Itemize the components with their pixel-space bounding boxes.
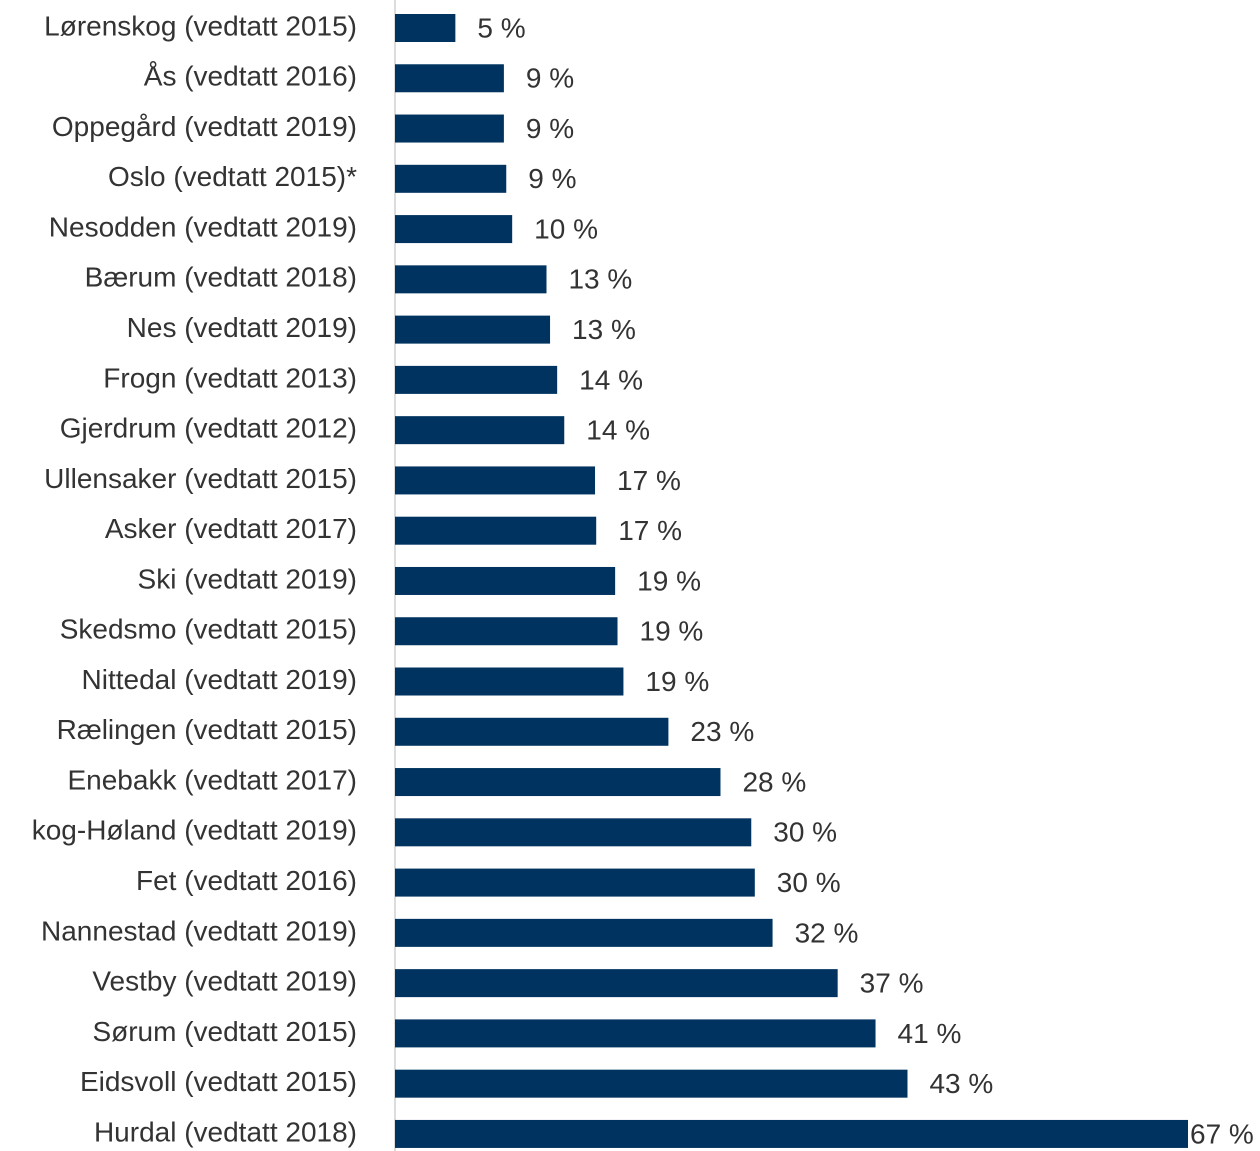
data-label: 13 %: [568, 264, 632, 295]
data-label: 43 %: [929, 1068, 993, 1099]
bar: [395, 516, 597, 545]
bar: [395, 1019, 876, 1048]
bar: [395, 164, 507, 193]
bar: [395, 1119, 1188, 1148]
bar: [395, 265, 547, 294]
bar: [395, 1069, 908, 1098]
bar: [395, 667, 624, 696]
data-label: 13 %: [572, 314, 636, 345]
data-label: 14 %: [579, 364, 643, 395]
bar: [395, 215, 513, 244]
data-label: 17 %: [617, 465, 681, 496]
bar: [395, 315, 551, 344]
y-tick-label: Asker (vedtatt 2017): [105, 513, 357, 544]
y-tick-label: Enebakk (vedtatt 2017): [67, 764, 357, 795]
y-tick-label: Bærum (vedtatt 2018): [85, 262, 357, 293]
bar: [395, 365, 558, 394]
y-tick-label: Frogn (vedtatt 2013): [103, 362, 357, 393]
bar: [395, 64, 504, 93]
y-tick-label: Sørum (vedtatt 2015): [92, 1016, 357, 1047]
bar: [395, 918, 773, 947]
y-tick-label: Ski (vedtatt 2019): [138, 563, 357, 594]
bar: [395, 566, 616, 595]
data-label: 19 %: [645, 666, 709, 697]
y-tick-label: kog-Høland (vedtatt 2019): [32, 815, 357, 846]
y-tick-label: Rælingen (vedtatt 2015): [57, 714, 357, 745]
y-tick-label: Eidsvoll (vedtatt 2015): [80, 1066, 357, 1097]
data-label: 19 %: [640, 616, 704, 647]
data-label: 17 %: [618, 515, 682, 546]
data-label: 37 %: [860, 968, 924, 999]
bar: [395, 416, 565, 445]
y-tick-label: Nannestad (vedtatt 2019): [41, 915, 357, 946]
data-label: 9 %: [526, 113, 574, 144]
y-tick-label: Gjerdrum (vedtatt 2012): [60, 413, 357, 444]
data-label: 5 %: [477, 12, 525, 43]
y-tick-label: Nes (vedtatt 2019): [127, 312, 357, 343]
data-label: 9 %: [528, 163, 576, 194]
y-tick-label: Vestby (vedtatt 2019): [92, 966, 357, 997]
data-label: 30 %: [773, 817, 837, 848]
y-tick-label: Oslo (vedtatt 2015)*: [108, 161, 357, 192]
data-label: 19 %: [637, 565, 701, 596]
y-tick-label: Ås (vedtatt 2016): [144, 61, 357, 92]
data-label: 10 %: [534, 213, 598, 244]
data-label: 41 %: [898, 1018, 962, 1049]
y-tick-label: Hurdal (vedtatt 2018): [94, 1116, 357, 1147]
bar: [395, 768, 721, 797]
data-label: 28 %: [742, 766, 806, 797]
data-label: 23 %: [690, 716, 754, 747]
bar: [395, 969, 838, 998]
data-label: 67 %: [1190, 1118, 1254, 1149]
y-tick-label: Nittedal (vedtatt 2019): [82, 664, 358, 695]
y-tick-label: Oppegård (vedtatt 2019): [52, 111, 357, 142]
bar: [395, 868, 755, 897]
bar: [395, 717, 669, 746]
bar: [395, 617, 618, 646]
y-tick-label: Fet (vedtatt 2016): [136, 865, 357, 896]
y-tick-label: Lørenskog (vedtatt 2015): [44, 10, 357, 41]
bar: [395, 114, 504, 143]
data-label: 32 %: [795, 917, 859, 948]
y-tick-label: Nesodden (vedtatt 2019): [49, 211, 357, 242]
bar: [395, 14, 456, 42]
data-label: 30 %: [777, 867, 841, 898]
bar: [395, 466, 596, 495]
data-label: 14 %: [586, 415, 650, 446]
data-label: 9 %: [526, 63, 574, 94]
bar: [395, 818, 752, 847]
y-tick-label: Ullensaker (vedtatt 2015): [44, 463, 357, 494]
y-tick-label: Skedsmo (vedtatt 2015): [60, 614, 357, 645]
